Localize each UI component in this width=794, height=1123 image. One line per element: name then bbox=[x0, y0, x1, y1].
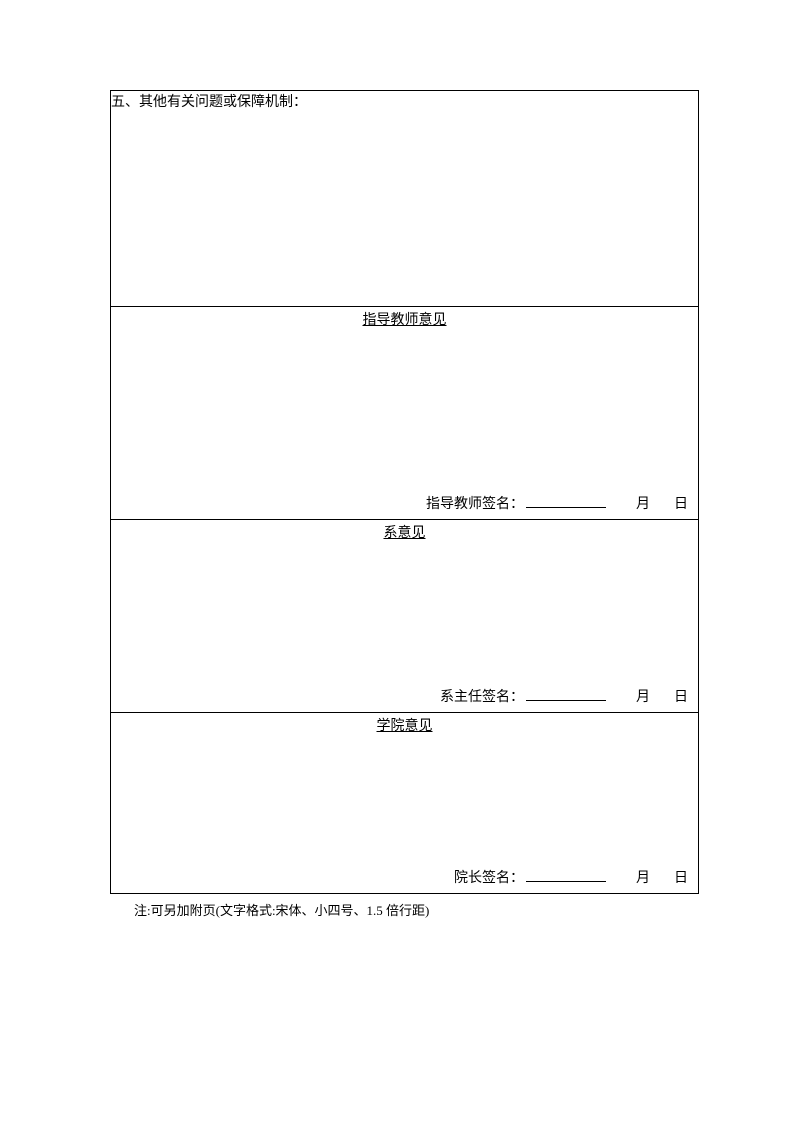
college-sig-blank bbox=[526, 868, 606, 882]
advisor-signature-row: 指导教师签名： 月 日 bbox=[426, 493, 688, 513]
advisor-sig-label: 指导教师签名： bbox=[426, 497, 524, 512]
advisor-sig-blank bbox=[526, 494, 606, 508]
footnote: 注:可另加附页(文字格式:宋体、小四号、1.5 倍行距) bbox=[110, 900, 699, 919]
college-day: 日 bbox=[674, 871, 688, 886]
advisor-day: 日 bbox=[674, 497, 688, 512]
section-5-title: 五、其他有关问题或保障机制： bbox=[111, 95, 307, 110]
college-month: 月 bbox=[636, 871, 650, 886]
advisor-month: 月 bbox=[636, 497, 650, 512]
advisor-opinion-header: 指导教师意见 bbox=[363, 309, 447, 329]
dept-day: 日 bbox=[674, 690, 688, 705]
dept-opinion-header: 系意见 bbox=[384, 522, 426, 542]
approval-form-table: 五、其他有关问题或保障机制： 指导教师意见 指导教师签名：月日 系意见 bbox=[110, 90, 699, 894]
dept-sig-label: 系主任签名： bbox=[440, 690, 524, 705]
dept-month: 月 bbox=[636, 690, 650, 705]
advisor-opinion-cell: 指导教师意见 指导教师签名： 月 日 bbox=[111, 307, 699, 520]
dept-signature-row: 系主任签名： 月 日 bbox=[440, 686, 688, 706]
college-opinion-cell: 学院意见 院长签名： 月 日 bbox=[111, 713, 699, 894]
dept-opinion-cell: 系意见 系主任签名： 月 日 bbox=[111, 520, 699, 713]
college-sig-label: 院长签名： bbox=[454, 871, 524, 886]
college-signature-row: 院长签名： 月 日 bbox=[454, 867, 688, 887]
section-5-cell: 五、其他有关问题或保障机制： bbox=[111, 91, 699, 307]
college-opinion-header: 学院意见 bbox=[377, 715, 433, 735]
dept-sig-blank bbox=[526, 687, 606, 701]
